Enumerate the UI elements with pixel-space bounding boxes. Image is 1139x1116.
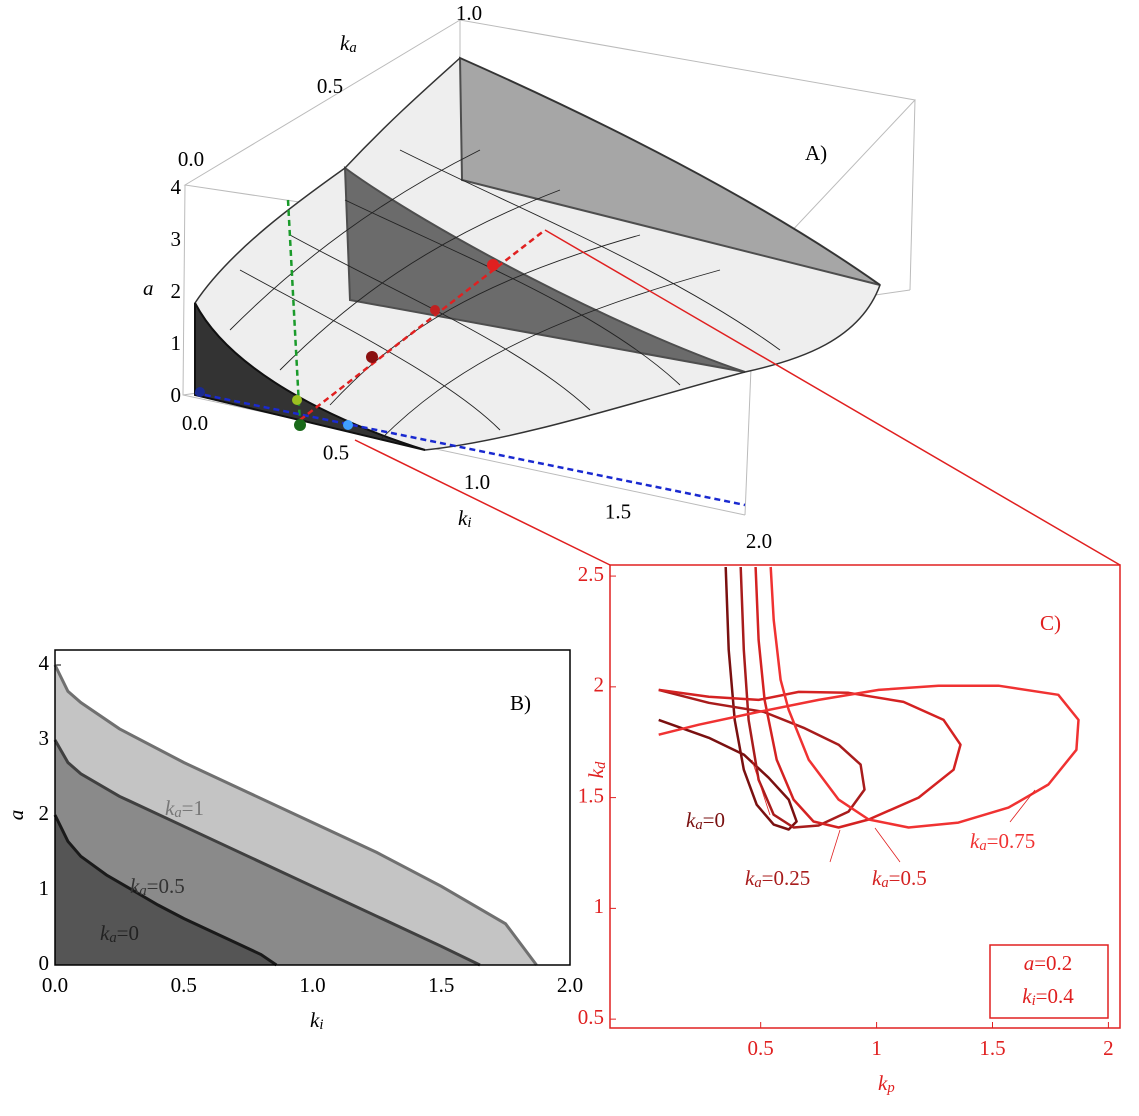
series-label: ka=0.25 [745, 866, 810, 891]
x-tick-label: 1.0 [299, 973, 325, 997]
point [366, 351, 378, 363]
plot-frame [609, 564, 1121, 1029]
leader-lines [751, 759, 1036, 863]
axis-label: ki [310, 1008, 323, 1033]
panel-c: 0.5 1 1.5 2 0.5 1 1.5 2 2.5 ka=0 ka=0.25 ka=0.5 ka=0… [578, 562, 1114, 1060]
annotation: ki=0.4 [1022, 984, 1074, 1009]
z-tick-label: 4 [171, 175, 182, 199]
parameter-box [989, 944, 1109, 1019]
surface-mesh [229, 149, 781, 441]
panel-a-layout [182, 19, 1121, 566]
section-ka1 [458, 56, 881, 286]
line [658, 566, 866, 829]
axis-label: ka [340, 31, 357, 56]
y-tick-label: 2.5 [578, 562, 604, 586]
line [53, 739, 481, 967]
axis-label: kd [584, 761, 609, 778]
point [343, 420, 353, 430]
line [53, 664, 538, 966]
y-tick-label: 0.0 [178, 147, 204, 171]
point [487, 259, 499, 271]
panel-label: C) [1040, 611, 1061, 635]
zoom-lines [354, 229, 1121, 566]
annotation: a=0.2 [1024, 951, 1073, 975]
point [195, 387, 205, 397]
line [658, 566, 1080, 829]
y-tick-label: 0 [39, 951, 50, 975]
series-label: ka=0.5 [872, 866, 927, 891]
point [292, 395, 302, 405]
y-tick-label: 1.0 [456, 1, 482, 25]
y-tick-label: 3 [39, 726, 50, 750]
series-label: ka=1 [165, 796, 204, 821]
panel-b: 0.0 0.5 1.0 1.5 2.0 0 1 2 3 4 ka=0 ka=0.5 ka=1 [39, 651, 584, 997]
line [658, 566, 962, 829]
y-tick-label: 0.5 [317, 74, 343, 98]
y-tick-label: 1 [594, 894, 605, 918]
point [430, 305, 440, 315]
z-tick-label: 2 [171, 279, 182, 303]
y-tick-label: 0.5 [578, 1005, 604, 1029]
plot-frame [54, 649, 571, 966]
green-dashed [286, 199, 302, 426]
line [53, 814, 278, 967]
x-tick-label: 1.5 [605, 499, 631, 523]
z-tick-label: 0 [171, 383, 182, 407]
section-ka05 [343, 165, 746, 373]
x-tick-label: 0.5 [171, 973, 197, 997]
z-tick-label: 3 [171, 227, 182, 251]
y-tick-label: 2 [594, 673, 605, 697]
x-tick-label: 1 [871, 1036, 882, 1060]
section-ka0 [194, 302, 426, 451]
x-tick-label: 0.5 [323, 440, 349, 464]
x-tick-label: 2.0 [557, 973, 583, 997]
y-tick-label: 1.5 [578, 783, 604, 807]
axis-label: a [4, 810, 28, 821]
series-label: ka=0.75 [970, 829, 1035, 854]
y-tick-label: 1 [39, 876, 50, 900]
y-tick-label: 2 [39, 801, 50, 825]
x-tick-label: 2.0 [746, 529, 772, 553]
x-tick-label: 1.5 [428, 973, 454, 997]
axis-label: a [143, 276, 154, 300]
x-tick-label: 0.5 [748, 1036, 774, 1060]
x-tick-label: 2 [1103, 1036, 1114, 1060]
panel-label: A) [805, 141, 827, 165]
x-tick-label: 1.5 [979, 1036, 1005, 1060]
x-tick-label: 1.0 [464, 470, 490, 494]
y-tick-label: 4 [39, 651, 50, 675]
axis-label: kp [878, 1071, 895, 1096]
point [294, 419, 306, 431]
x-tick-label: 0.0 [182, 411, 208, 435]
x-tick-label: 0.0 [42, 973, 68, 997]
blue-dashed [194, 391, 746, 507]
axis-label: ki [458, 506, 471, 531]
area-fill [55, 815, 277, 965]
series-label: ka=0.5 [130, 874, 185, 899]
series-label: ka=0 [100, 921, 139, 946]
red-dashed [299, 229, 546, 421]
line [658, 566, 798, 831]
z-tick-label: 1 [171, 331, 182, 355]
series-label: ka=0 [686, 808, 725, 833]
panel-label: B) [510, 691, 531, 715]
